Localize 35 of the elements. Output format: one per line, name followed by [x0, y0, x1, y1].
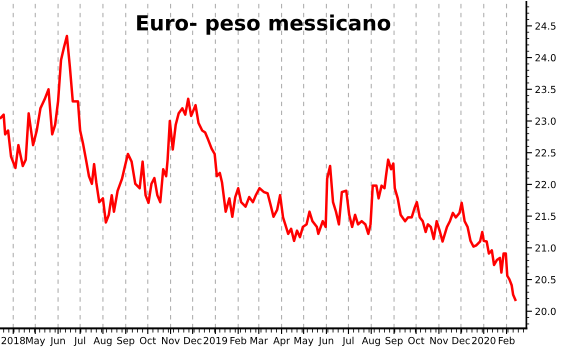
y-tick-label: 23.5: [535, 86, 556, 94]
x-tick-label: 2018: [2, 336, 25, 344]
x-tick-label: May: [294, 337, 314, 346]
x-tick-label: Aug: [362, 337, 380, 346]
y-tick-label: 24.5: [535, 22, 556, 30]
x-tick-label: Jul: [74, 336, 86, 346]
x-tick-label: 2020: [472, 336, 496, 344]
y-tick-label: 21.0: [535, 244, 556, 252]
x-tick-label: Aug: [94, 337, 112, 346]
x-tick-label: May: [26, 337, 46, 346]
x-tick-label: Feb: [230, 336, 246, 344]
y-tick-label: 24.0: [535, 54, 556, 62]
x-tick-label: 2019: [204, 336, 228, 344]
x-tick-label: Apr: [273, 337, 290, 346]
x-tick-label: Feb: [498, 336, 515, 344]
y-tick-label: 22.5: [535, 149, 556, 157]
x-tick-label: Jun: [50, 337, 65, 346]
y-tick-label: 20.5: [535, 276, 556, 284]
text: Euro- peso messicano: [137, 14, 390, 35]
y-tick-label: 22.0: [535, 180, 556, 188]
x-tick-label: Dec: [184, 337, 202, 344]
x-tick-label: Dec: [452, 337, 470, 344]
x-tick-label: Oct: [408, 336, 424, 344]
x-tick-label: Mar: [250, 337, 268, 344]
x-tick-label: Jul: [342, 336, 354, 346]
x-tick-label: Nov: [430, 337, 448, 344]
y-tick-label: 21.5: [535, 212, 556, 220]
x-tick-label: Sep: [117, 336, 134, 346]
x-tick-label: Jun: [318, 337, 334, 346]
y-tick-label: 20.0: [535, 308, 556, 316]
y-tick-label: 23.0: [535, 117, 556, 125]
x-tick-label: Nov: [162, 337, 180, 344]
x-tick-label: Oct: [140, 336, 156, 344]
x-tick-label: Sep: [386, 336, 403, 346]
line-series: [0, 34, 517, 302]
